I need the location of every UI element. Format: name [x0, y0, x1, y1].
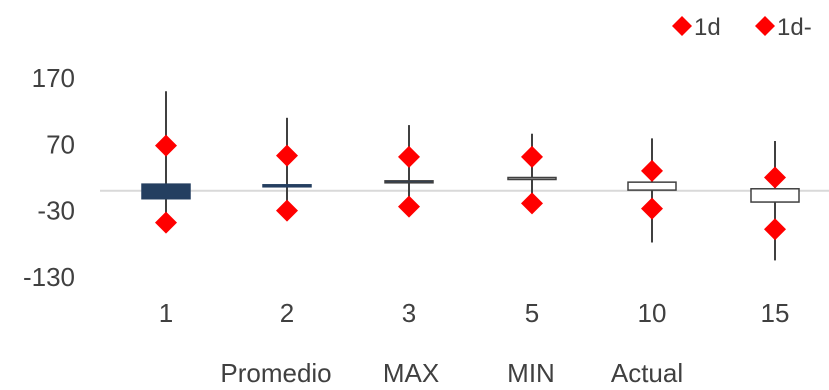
category-label-promedio: Promedio: [220, 358, 331, 388]
y-tick-label: 170: [32, 63, 75, 93]
x-axis-ticks: 1 2 3 5 10 15: [159, 298, 790, 328]
series-point: [155, 134, 177, 157]
series-point: [641, 159, 663, 182]
x-tick-label: 3: [402, 298, 416, 328]
x-tick-label: 10: [638, 298, 667, 328]
category-label-actual: Actual: [611, 358, 683, 388]
series-point: [641, 197, 663, 220]
series-point: [521, 145, 543, 168]
y-tick-label: 70: [46, 129, 75, 159]
box: [750, 188, 800, 203]
y-tick-label: -30: [37, 196, 75, 226]
series-point: [398, 195, 420, 218]
box: [507, 176, 557, 181]
series-point: [276, 199, 298, 222]
x-axis-second-row: Promedio MAX MIN Actual: [220, 358, 683, 388]
series-point: [155, 211, 177, 234]
series-point: [521, 192, 543, 215]
series-point: [764, 166, 786, 189]
box: [262, 184, 312, 188]
x-tick-label: 5: [525, 298, 539, 328]
box: [384, 180, 434, 184]
legend-marker-1d-minus: [755, 16, 775, 36]
category-label-min: MIN: [507, 358, 555, 388]
plot-area: [141, 91, 800, 261]
legend-label-1d: 1d: [694, 14, 721, 41]
y-axis-ticks: 170 70 -30 -130: [23, 63, 75, 292]
box: [141, 183, 191, 200]
legend-marker-1d: [672, 16, 692, 36]
x-tick-label: 2: [280, 298, 294, 328]
x-tick-label: 15: [761, 298, 790, 328]
series-point: [276, 144, 298, 167]
y-tick-label: -130: [23, 262, 75, 292]
box: [627, 181, 677, 191]
x-tick-label: 1: [159, 298, 173, 328]
legend-label-1d-minus: 1d-: [777, 14, 812, 41]
series-point: [764, 218, 786, 241]
category-label-max: MAX: [383, 358, 439, 388]
legend: 1d 1d-: [672, 14, 812, 41]
series-point: [398, 145, 420, 168]
